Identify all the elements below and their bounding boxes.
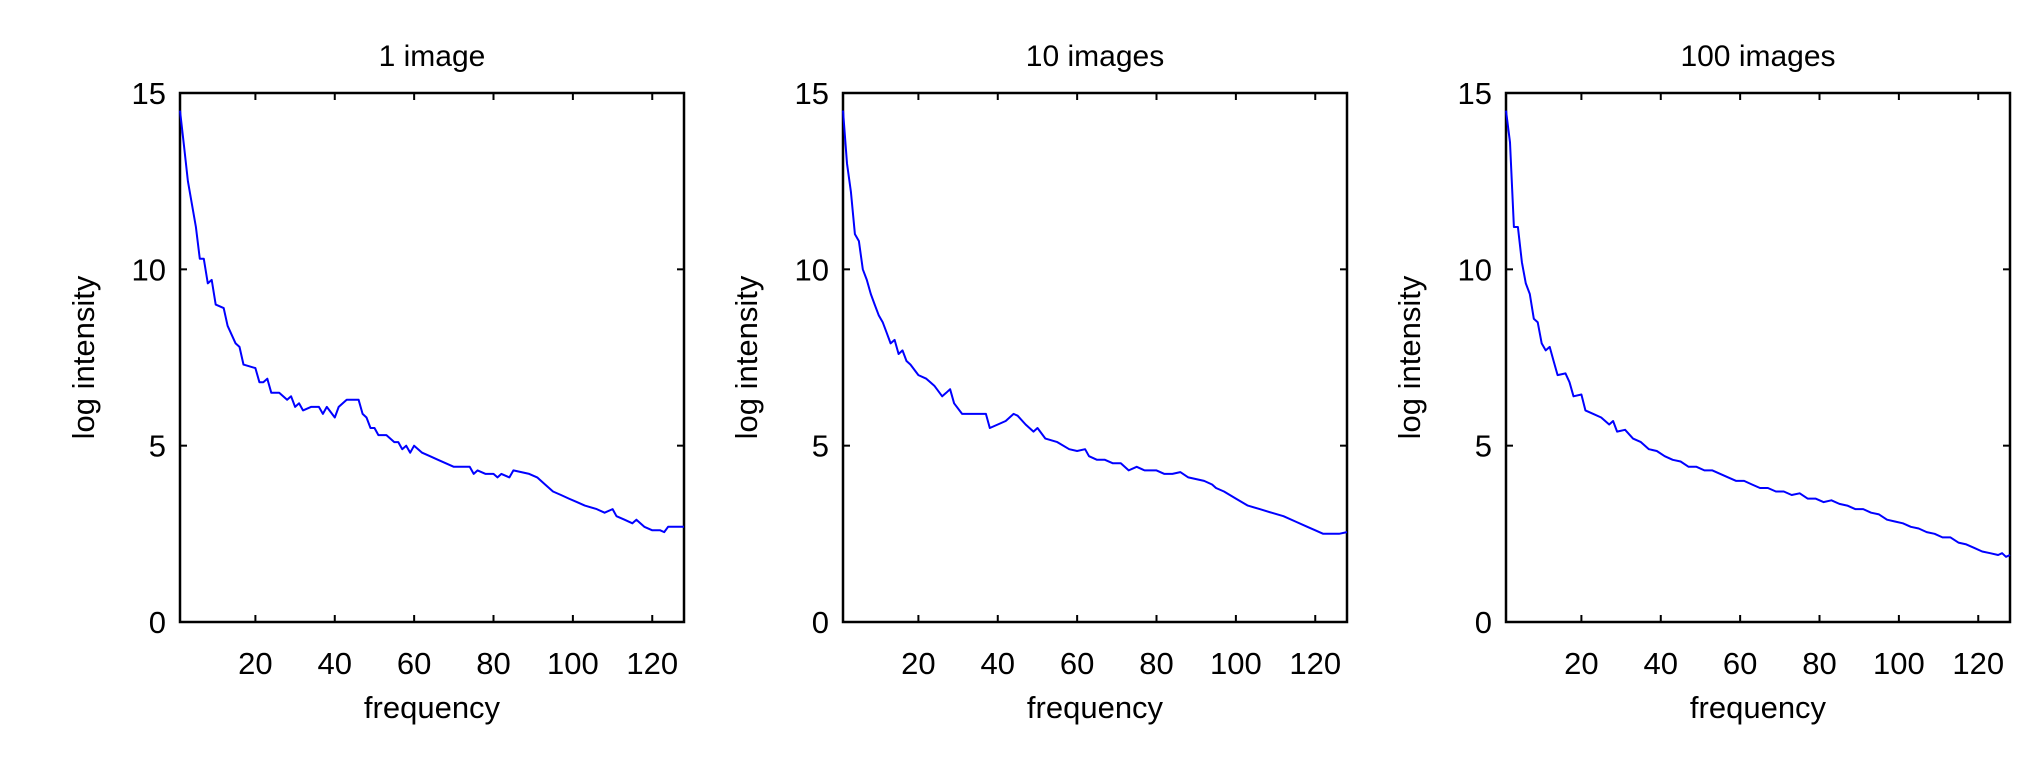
- subplot-1: 20 40 60 80 100 120 0 5 10 15 1 image frequency log …: [66, 40, 686, 725]
- subplot-title: 10 images: [1026, 40, 1164, 73]
- y-axis-label: log intensity: [729, 275, 764, 439]
- x-tick-label: 20: [901, 646, 935, 681]
- x-axis-label: frequency: [364, 690, 501, 725]
- x-tick-label: 100: [1210, 646, 1262, 681]
- y-tick-label: 15: [1458, 76, 1492, 111]
- plot-frame: [1504, 91, 2012, 624]
- subplot-3: 20 40 60 80 100 120 0 5 10 15 100 images frequency l…: [1392, 40, 2012, 725]
- y-tick-label: 10: [1458, 252, 1492, 287]
- x-tick-label: 120: [626, 646, 678, 681]
- x-tick-label: 100: [547, 646, 599, 681]
- x-tick-label: 80: [476, 646, 510, 681]
- x-tick-label: 100: [1873, 646, 1925, 681]
- y-tick-label: 0: [1475, 605, 1492, 640]
- y-axis-label: log intensity: [1392, 275, 1427, 439]
- y-tick-label: 15: [132, 76, 166, 111]
- subplot-title: 1 image: [379, 40, 486, 73]
- series-line: [842, 110, 1348, 535]
- plot-frame: [178, 91, 686, 624]
- y-tick-label: 10: [132, 252, 166, 287]
- y-axis-label: log intensity: [66, 275, 101, 439]
- plot-frame: [841, 91, 1349, 624]
- x-tick-label: 40: [1644, 646, 1678, 681]
- x-tick-label: 120: [1289, 646, 1341, 681]
- y-tick-label: 10: [795, 252, 829, 287]
- series-line: [1505, 110, 2011, 558]
- x-tick-label: 20: [238, 646, 272, 681]
- x-tick-label: 60: [1723, 646, 1757, 681]
- x-axis-label: frequency: [1027, 690, 1164, 725]
- x-tick-label: 40: [318, 646, 352, 681]
- y-tick-label: 15: [795, 76, 829, 111]
- y-tick-label: 0: [149, 605, 166, 640]
- y-tick-label: 5: [149, 429, 166, 464]
- x-tick-label: 80: [1802, 646, 1836, 681]
- series-line: [179, 110, 684, 534]
- x-tick-label: 40: [981, 646, 1015, 681]
- x-tick-label: 60: [397, 646, 431, 681]
- x-axis-label: frequency: [1690, 690, 1827, 725]
- x-tick-label: 20: [1564, 646, 1598, 681]
- x-tick-label: 60: [1060, 646, 1094, 681]
- subplot-title: 100 images: [1680, 40, 1835, 73]
- subplot-2: 20 40 60 80 100 120 0 5 10 15 10 images frequency lo…: [729, 40, 1349, 725]
- y-tick-label: 0: [812, 605, 829, 640]
- x-tick-label: 120: [1952, 646, 2004, 681]
- y-tick-label: 5: [1475, 429, 1492, 464]
- y-tick-label: 5: [812, 429, 829, 464]
- x-tick-label: 80: [1139, 646, 1173, 681]
